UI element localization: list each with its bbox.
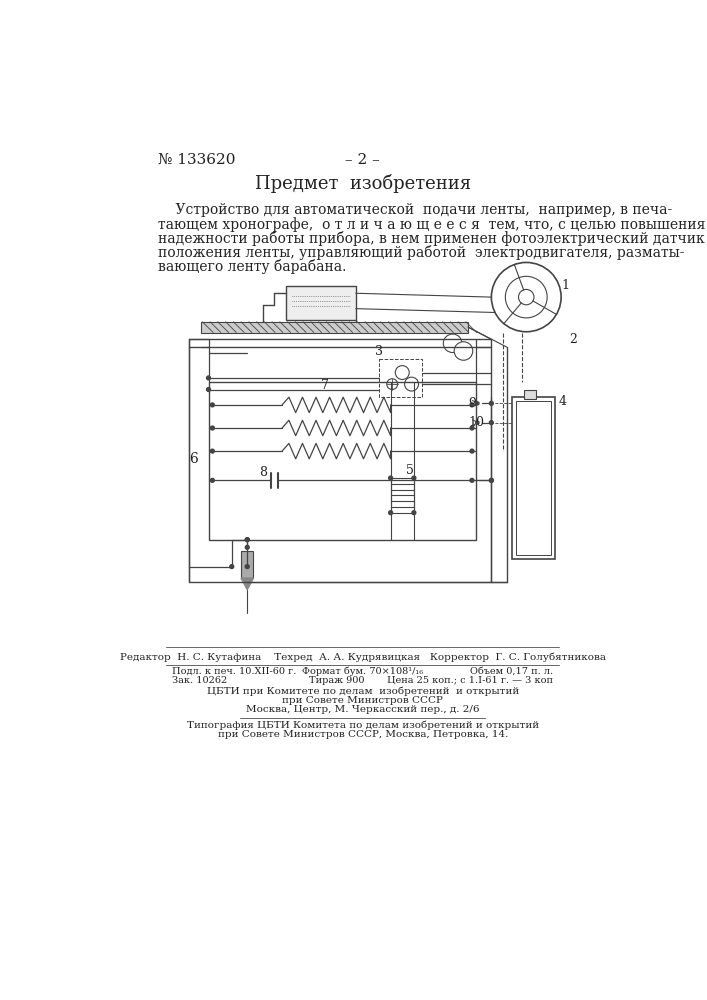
Bar xyxy=(209,382,476,540)
Circle shape xyxy=(470,449,474,453)
Bar xyxy=(513,397,555,559)
Circle shape xyxy=(389,511,392,515)
Text: тающем хронографе,  о т л и ч а ю щ е е с я  тем, что, с целью повышения: тающем хронографе, о т л и ч а ю щ е е с… xyxy=(158,217,706,232)
Circle shape xyxy=(245,538,249,542)
Circle shape xyxy=(470,426,474,430)
Text: Объем 0,17 п. л.: Объем 0,17 п. л. xyxy=(470,667,554,676)
Circle shape xyxy=(245,538,249,542)
Text: 1: 1 xyxy=(561,279,569,292)
Circle shape xyxy=(489,478,493,482)
Text: Формат бум. 70×108¹/₁₆: Формат бум. 70×108¹/₁₆ xyxy=(302,667,423,676)
Bar xyxy=(241,551,253,578)
Circle shape xyxy=(230,565,234,569)
Circle shape xyxy=(476,402,479,405)
Circle shape xyxy=(387,379,397,389)
Circle shape xyxy=(476,421,479,424)
Circle shape xyxy=(404,377,419,391)
Text: Подл. к печ. 10.XII-60 г.: Подл. к печ. 10.XII-60 г. xyxy=(172,667,296,676)
Text: вающего ленту барабана.: вающего ленту барабана. xyxy=(158,259,346,274)
Circle shape xyxy=(443,334,462,353)
Circle shape xyxy=(211,449,214,453)
Text: при Совете Министров СССР, Москва, Петровка, 14.: при Совете Министров СССР, Москва, Петро… xyxy=(218,730,508,739)
Circle shape xyxy=(412,476,416,480)
Text: Цена 25 коп.; с 1.I-61 г. — 3 коп: Цена 25 коп.; с 1.I-61 г. — 3 коп xyxy=(387,676,554,685)
Text: 4: 4 xyxy=(559,395,567,408)
Bar xyxy=(286,286,356,320)
Text: № 133620: № 133620 xyxy=(158,153,235,167)
Text: ЦБТИ при Комитете по делам  изобретений  и открытий: ЦБТИ при Комитете по делам изобретений и… xyxy=(206,687,519,696)
Text: 8: 8 xyxy=(259,466,267,479)
Circle shape xyxy=(206,388,211,391)
Circle shape xyxy=(245,565,249,569)
Circle shape xyxy=(470,478,474,482)
Bar xyxy=(524,389,535,399)
Text: 6: 6 xyxy=(189,452,197,466)
Circle shape xyxy=(489,478,493,482)
Text: Москва, Центр, М. Черкасский пер., д. 2/6: Москва, Центр, М. Черкасский пер., д. 2/… xyxy=(246,705,479,714)
Circle shape xyxy=(395,366,409,379)
Text: Устройство для автоматической  подачи ленты,  например, в печа-: Устройство для автоматической подачи лен… xyxy=(158,203,672,217)
Circle shape xyxy=(489,401,493,405)
Circle shape xyxy=(206,376,211,380)
Bar xyxy=(201,322,468,333)
Text: 10: 10 xyxy=(468,416,484,429)
Text: надежности работы прибора, в нем применен фотоэлектрический датчик: надежности работы прибора, в нем примене… xyxy=(158,231,705,246)
Text: положения ленты, управляющий работой  электродвигателя, разматы-: положения ленты, управляющий работой эле… xyxy=(158,245,684,260)
Circle shape xyxy=(245,545,249,549)
Text: Предмет  изобретения: Предмет изобретения xyxy=(255,174,471,193)
Bar xyxy=(516,401,551,555)
Circle shape xyxy=(412,511,416,515)
Text: 3: 3 xyxy=(375,345,383,358)
Text: 7: 7 xyxy=(321,379,329,392)
Text: 2: 2 xyxy=(569,333,577,346)
Text: – 2 –: – 2 – xyxy=(345,153,380,167)
Text: Тираж 900: Тираж 900 xyxy=(309,676,364,685)
Circle shape xyxy=(211,403,214,407)
Circle shape xyxy=(389,476,392,480)
Circle shape xyxy=(470,403,474,407)
Text: Зак. 10262: Зак. 10262 xyxy=(172,676,228,685)
Text: 9: 9 xyxy=(468,397,476,410)
Circle shape xyxy=(454,342,473,360)
Polygon shape xyxy=(241,578,253,590)
Text: при Совете Министров СССР: при Совете Министров СССР xyxy=(282,696,443,705)
Text: 5: 5 xyxy=(406,464,414,477)
Circle shape xyxy=(489,421,493,425)
Text: Типография ЦБТИ Комитета по делам изобретений и открытий: Типография ЦБТИ Комитета по делам изобре… xyxy=(187,721,539,730)
Circle shape xyxy=(211,426,214,430)
Circle shape xyxy=(211,478,214,482)
Bar xyxy=(379,359,421,397)
Text: Редактор  Н. С. Кутафина    Техред  А. А. Кудрявицкая   Корректор  Г. С. Голубят: Редактор Н. С. Кутафина Техред А. А. Куд… xyxy=(119,653,606,662)
